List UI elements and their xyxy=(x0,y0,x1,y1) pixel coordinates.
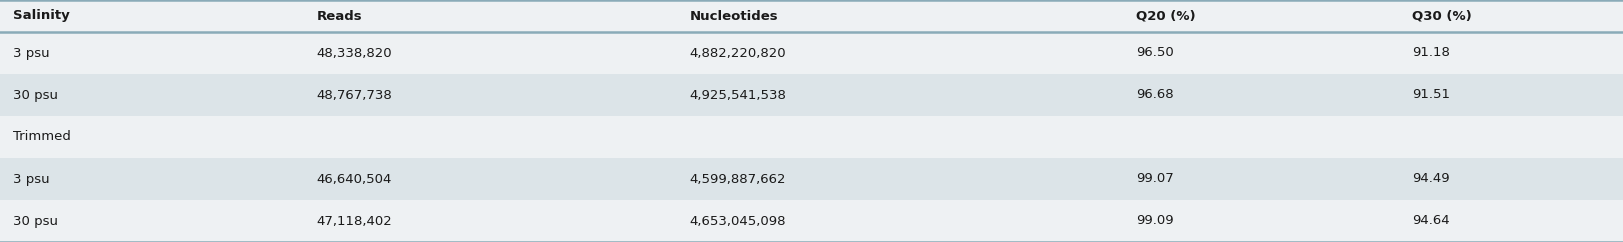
Text: 30 psu: 30 psu xyxy=(13,89,58,101)
Text: 48,767,738: 48,767,738 xyxy=(316,89,393,101)
Text: Reads: Reads xyxy=(316,9,362,23)
Text: 91.51: 91.51 xyxy=(1412,89,1449,101)
Text: 47,118,402: 47,118,402 xyxy=(316,214,393,227)
Text: Q30 (%): Q30 (%) xyxy=(1412,9,1472,23)
Text: 4,599,887,662: 4,599,887,662 xyxy=(690,173,786,186)
Bar xyxy=(0,200,1623,242)
Text: 94.49: 94.49 xyxy=(1412,173,1449,186)
Text: 48,338,820: 48,338,820 xyxy=(316,46,393,60)
Text: 4,882,220,820: 4,882,220,820 xyxy=(690,46,787,60)
Text: 99.07: 99.07 xyxy=(1136,173,1173,186)
Bar xyxy=(0,74,1623,116)
Text: 91.18: 91.18 xyxy=(1412,46,1449,60)
Text: 99.09: 99.09 xyxy=(1136,214,1173,227)
Text: 94.64: 94.64 xyxy=(1412,214,1449,227)
Text: 96.68: 96.68 xyxy=(1136,89,1173,101)
Text: Q20 (%): Q20 (%) xyxy=(1136,9,1196,23)
Text: 46,640,504: 46,640,504 xyxy=(316,173,391,186)
Text: Salinity: Salinity xyxy=(13,9,70,23)
Text: 30 psu: 30 psu xyxy=(13,214,58,227)
Bar xyxy=(0,0,1623,32)
Text: 4,925,541,538: 4,925,541,538 xyxy=(690,89,787,101)
Text: 4,653,045,098: 4,653,045,098 xyxy=(690,214,786,227)
Bar xyxy=(0,32,1623,74)
Text: Nucleotides: Nucleotides xyxy=(690,9,779,23)
Text: 96.50: 96.50 xyxy=(1136,46,1173,60)
Bar xyxy=(0,116,1623,158)
Text: Trimmed: Trimmed xyxy=(13,130,71,144)
Bar xyxy=(0,158,1623,200)
Text: 3 psu: 3 psu xyxy=(13,173,50,186)
Text: 3 psu: 3 psu xyxy=(13,46,50,60)
